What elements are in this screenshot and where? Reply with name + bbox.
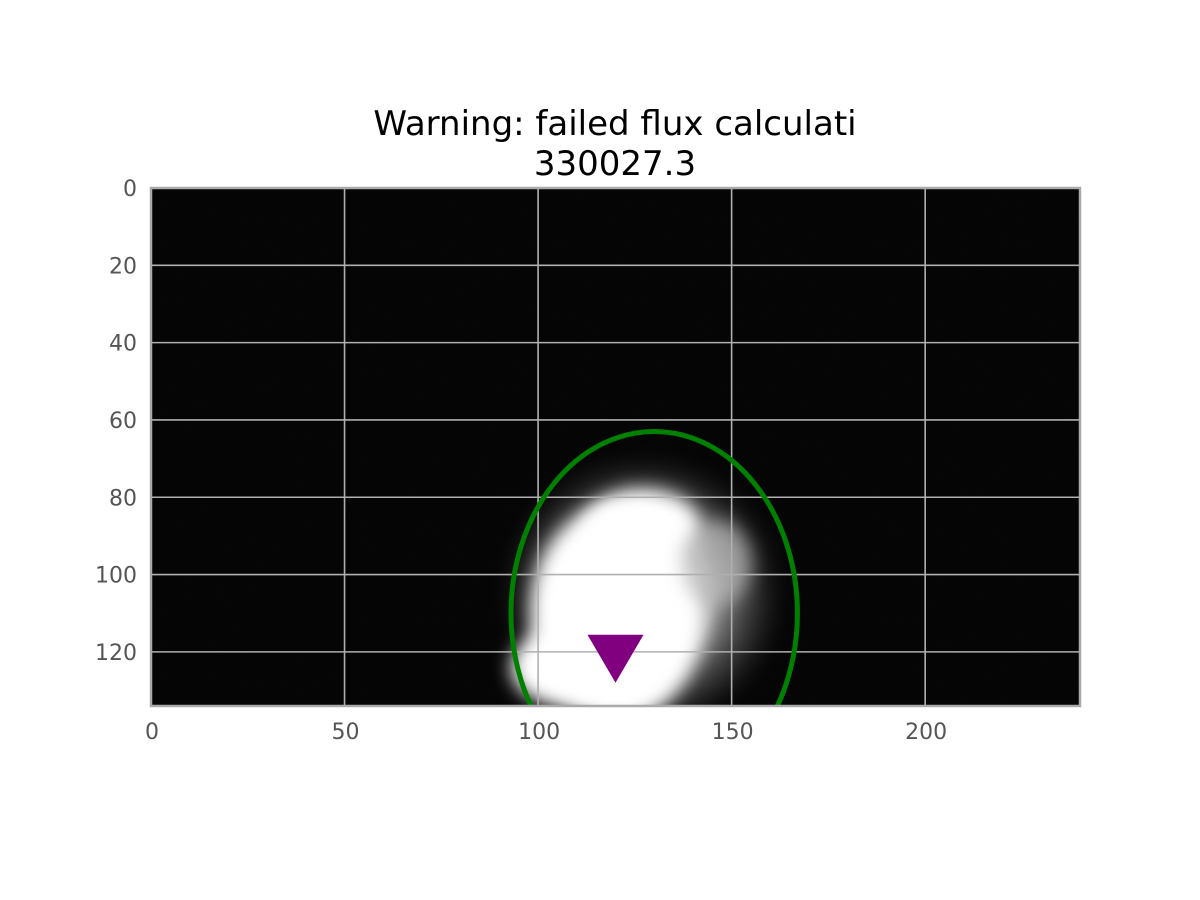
- source-blob: [487, 441, 798, 706]
- y-tick-label-1: 20: [109, 254, 137, 279]
- x-tick-label-1: 50: [332, 720, 360, 745]
- x-axis-ticks: 0 50 100 150 200: [145, 720, 947, 745]
- y-tick-label-4: 80: [109, 486, 137, 511]
- y-tick-label-2: 40: [109, 332, 137, 357]
- x-tick-label-0: 0: [145, 720, 159, 745]
- chart-title-line-1: Warning: failed flux calculati: [373, 104, 857, 144]
- x-tick-label-3: 150: [712, 720, 754, 745]
- x-tick-label-2: 100: [518, 720, 560, 745]
- y-tick-label-3: 60: [109, 409, 137, 434]
- y-axis-ticks: 0 20 40 60 80 100 120: [95, 177, 137, 666]
- aperture-ellipse: [508, 429, 800, 706]
- x-tick-label-4: 200: [905, 720, 947, 745]
- overlays: [508, 429, 800, 706]
- grid: [151, 188, 1080, 706]
- marker-triangle-down: [587, 634, 644, 683]
- chart-title-line-2: 330027.3: [533, 144, 697, 184]
- source-core-top: [584, 489, 701, 567]
- y-tick-label-5: 100: [95, 564, 137, 589]
- axes-frame: [149, 186, 1082, 708]
- y-tick-label-6: 120: [95, 641, 137, 666]
- source-right-shoulder: [681, 520, 751, 606]
- y-tick-label-0: 0: [123, 177, 137, 202]
